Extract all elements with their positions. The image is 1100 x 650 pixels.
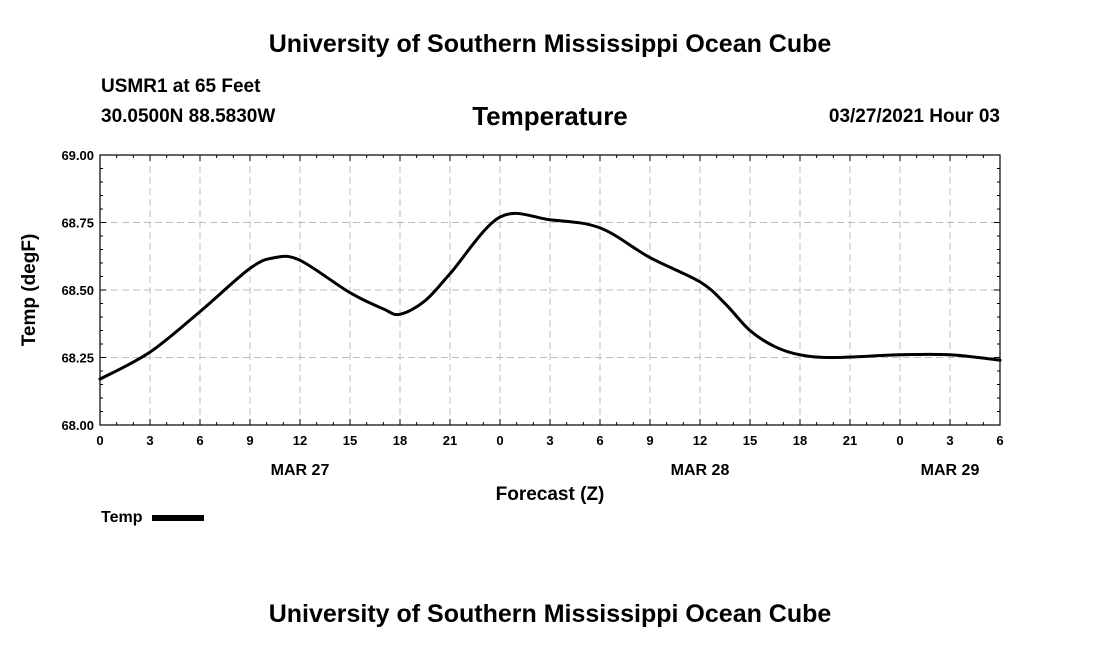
- variable-title: Temperature: [472, 101, 628, 131]
- y-tick-label: 68.75: [61, 216, 94, 231]
- chart-main-title: University of Southern Mississippi Ocean…: [268, 30, 832, 58]
- x-tick-label: 3: [146, 433, 153, 448]
- axis-ticks: [99, 154, 1001, 426]
- series-line-temp: [98, 211, 1002, 381]
- x-tick-label: 6: [996, 433, 1003, 448]
- legend-line-swatch: [152, 515, 205, 521]
- x-tick-label: 21: [443, 433, 457, 448]
- legend: Temp: [101, 509, 205, 527]
- x-tick-label: 0: [96, 433, 103, 448]
- x-tick-label: 18: [393, 433, 407, 448]
- legend-label: Temp: [101, 509, 143, 526]
- series-lines: [98, 211, 1002, 381]
- chart-footer-title: University of Southern Mississippi Ocean…: [268, 600, 832, 628]
- forecast-datetime: 03/27/2021 Hour 03: [828, 106, 1000, 127]
- x-tick-label: 0: [896, 433, 903, 448]
- x-tick-label: 3: [546, 433, 553, 448]
- grid-lines: [100, 155, 1000, 425]
- y-tick-label: 69.00: [61, 148, 94, 163]
- x-tick-label: 12: [693, 433, 707, 448]
- x-tick-label: 6: [596, 433, 603, 448]
- x-tick-label: 9: [246, 433, 253, 448]
- x-tick-label: 15: [743, 433, 757, 448]
- x-axis-label: Forecast (Z): [496, 484, 605, 505]
- x-tick-label: 21: [843, 433, 857, 448]
- y-tick-label: 68.50: [61, 283, 94, 298]
- date-label: MAR 27: [271, 462, 330, 479]
- y-tick-label: 68.25: [61, 351, 94, 366]
- y-tick-label: 68.00: [61, 418, 94, 433]
- x-tick-label: 9: [646, 433, 653, 448]
- date-labels: MAR 27 MAR 28 MAR 29: [271, 462, 980, 479]
- date-label: MAR 28: [671, 462, 730, 479]
- x-tick-label: 6: [196, 433, 203, 448]
- x-tick-labels: 0 3 6 9 12 15 18 21 0 3 6 9 12 15 18 21 0 3 6: [96, 433, 1003, 448]
- coordinates-label: 30.0500N 88.5830W: [101, 106, 276, 127]
- x-tick-label: 15: [343, 433, 357, 448]
- y-axis-label: Temp (degF): [19, 234, 40, 347]
- x-tick-label: 18: [793, 433, 807, 448]
- date-label: MAR 29: [921, 462, 980, 479]
- y-tick-labels: 68.00 68.25 68.50 68.75 69.00: [61, 148, 94, 433]
- x-tick-label: 12: [293, 433, 307, 448]
- x-tick-label: 0: [496, 433, 503, 448]
- station-label: USMR1 at 65 Feet: [101, 76, 261, 97]
- x-tick-label: 3: [946, 433, 953, 448]
